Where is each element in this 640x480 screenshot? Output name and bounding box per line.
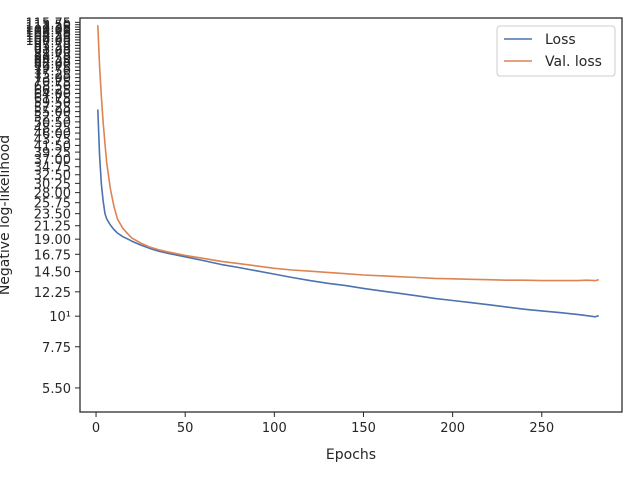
y-tick-label: 21.25 (34, 220, 71, 235)
plot-lines (97, 25, 600, 318)
y-tick-label: 109.00 (26, 24, 72, 39)
y-tick-label: 39.25 (34, 146, 71, 161)
x-tick-label: 100 (262, 421, 287, 436)
y-axis-label: Negative log-likelihood (0, 135, 13, 295)
y-tick-label: 30.25 (34, 177, 71, 192)
x-tick-label: 50 (177, 421, 194, 436)
y-tick-label: 91.00 (34, 45, 71, 60)
y-tick-label: 86.50 (34, 51, 71, 66)
y-tick-label: 66.25 (34, 83, 71, 98)
y-tick-label: 68.50 (34, 79, 71, 94)
legend-label-loss: Loss (545, 32, 576, 48)
legend-label-val-loss: Val. loss (545, 54, 602, 70)
y-tick-label: 79.75 (34, 61, 71, 76)
y-tick-label: 48.25 (34, 121, 71, 136)
y-tick-label: 100.00 (26, 34, 72, 49)
x-tick-label: 150 (351, 421, 376, 436)
y-tick-label: 70.75 (34, 75, 71, 90)
y-tick-label: 82.00 (34, 58, 71, 73)
series-line-loss (97, 109, 600, 318)
y-tick-label: 5.50 (42, 382, 71, 397)
y-tick-label: 59.50 (34, 96, 71, 111)
y-tick-label: 19.00 (34, 233, 71, 248)
x-tick-label: 0 (92, 421, 100, 436)
y-tick-label: 97.75 (34, 37, 71, 52)
y-tick-label: 10¹ (49, 310, 71, 325)
y-tick-label: 64.00 (34, 87, 71, 102)
y-tick-label: 46.00 (34, 127, 71, 142)
y-tick-label: 113.50 (26, 19, 72, 34)
y-tick-label: 102.25 (26, 31, 72, 46)
x-axis: 0 50 100 150 200 250 (92, 412, 554, 436)
y-tick-label: 84.25 (34, 54, 71, 69)
y-tick-label: 93.25 (34, 42, 71, 57)
y-tick-label: 43.75 (34, 133, 71, 148)
series-line-val-loss (97, 25, 599, 282)
legend: Loss Val. loss (496, 25, 616, 77)
y-tick-label: 52.75 (34, 111, 71, 126)
x-axis-label: Epochs (326, 447, 376, 463)
y-tick-label: 41.50 (34, 139, 71, 154)
y-tick-label: 111.25 (26, 21, 72, 36)
y-tick-label: 12.25 (34, 286, 71, 301)
y-tick-label: 73.00 (34, 72, 71, 87)
y-tick-label: 23.50 (34, 208, 71, 223)
y-tick-label: 55.00 (34, 106, 71, 121)
y-tick-label: 57.25 (34, 101, 71, 116)
y-tick-label: 77.50 (34, 64, 71, 79)
y-tick-label: 25.75 (34, 197, 71, 212)
plot-frame (79, 17, 623, 413)
x-tick-label: 250 (529, 421, 554, 436)
y-tick-label: 115.75 (26, 16, 72, 31)
y-tick-label: 14.50 (34, 266, 71, 281)
y-tick-label: 50.50 (34, 116, 71, 131)
y-axis: 5.50 7.75 10¹ 12.25 14.50 16.7519.0021.2523.5… (26, 16, 80, 397)
y-tick-label: 37.00 (34, 153, 71, 168)
y-tick-label: 88.75 (34, 48, 71, 63)
y-tick-label: 95.50 (34, 39, 71, 54)
y-tick-label: 16.75 (34, 248, 71, 263)
y-tick-label: 75.25 (34, 68, 71, 83)
y-tick-label: 34.75 (34, 161, 71, 176)
y-tick-label: 28.00 (34, 187, 71, 202)
y-tick-label: 106.75 (26, 26, 72, 41)
y-tick-label: 104.50 (26, 29, 72, 44)
y-tick-label: 61.75 (34, 92, 71, 107)
y-tick-label: 7.75 (42, 341, 71, 356)
y-tick-label: 32.50 (34, 169, 71, 184)
x-tick-label: 200 (440, 421, 465, 436)
